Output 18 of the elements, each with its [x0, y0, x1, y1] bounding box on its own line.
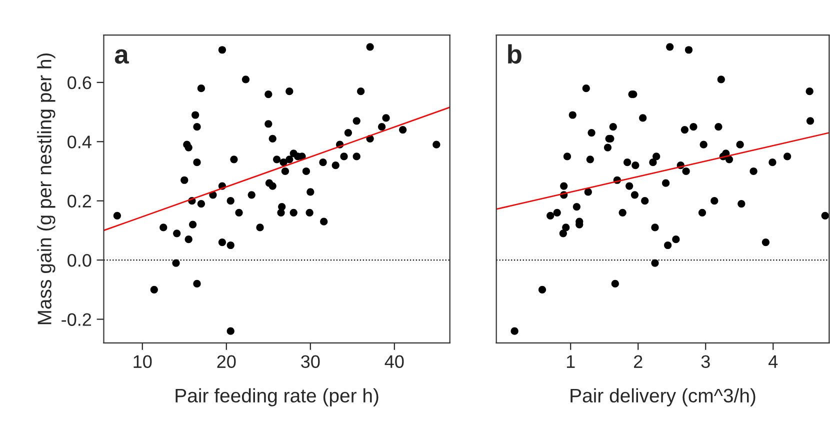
- x-axis-title: Pair delivery (cm^3/h): [570, 388, 756, 406]
- chart-title: a: [114, 49, 129, 64]
- x-axis-title: Pair feeding rate (per h): [176, 388, 378, 406]
- x-tick-label: 30: [301, 355, 320, 368]
- x-tick-label: 40: [384, 355, 404, 368]
- y-tick-label: 0.4: [68, 136, 92, 148]
- x-tick-label: 1: [566, 355, 575, 368]
- x-tick-label: 10: [134, 355, 152, 368]
- y-axis-title: Mass gain (g per nestling per h): [37, 53, 56, 324]
- x-tick-label: 4: [768, 355, 778, 368]
- y-tick-label: 0.6: [68, 76, 92, 90]
- y-tick-label: -0.2: [62, 313, 92, 326]
- x-tick-label: 3: [701, 355, 710, 368]
- x-tick-label: 20: [217, 355, 236, 368]
- y-tick-label: 0.2: [68, 194, 92, 208]
- chart-title: b: [508, 44, 522, 64]
- x-tick-label: 2: [634, 355, 642, 368]
- y-tick-label: 0.0: [68, 254, 92, 267]
